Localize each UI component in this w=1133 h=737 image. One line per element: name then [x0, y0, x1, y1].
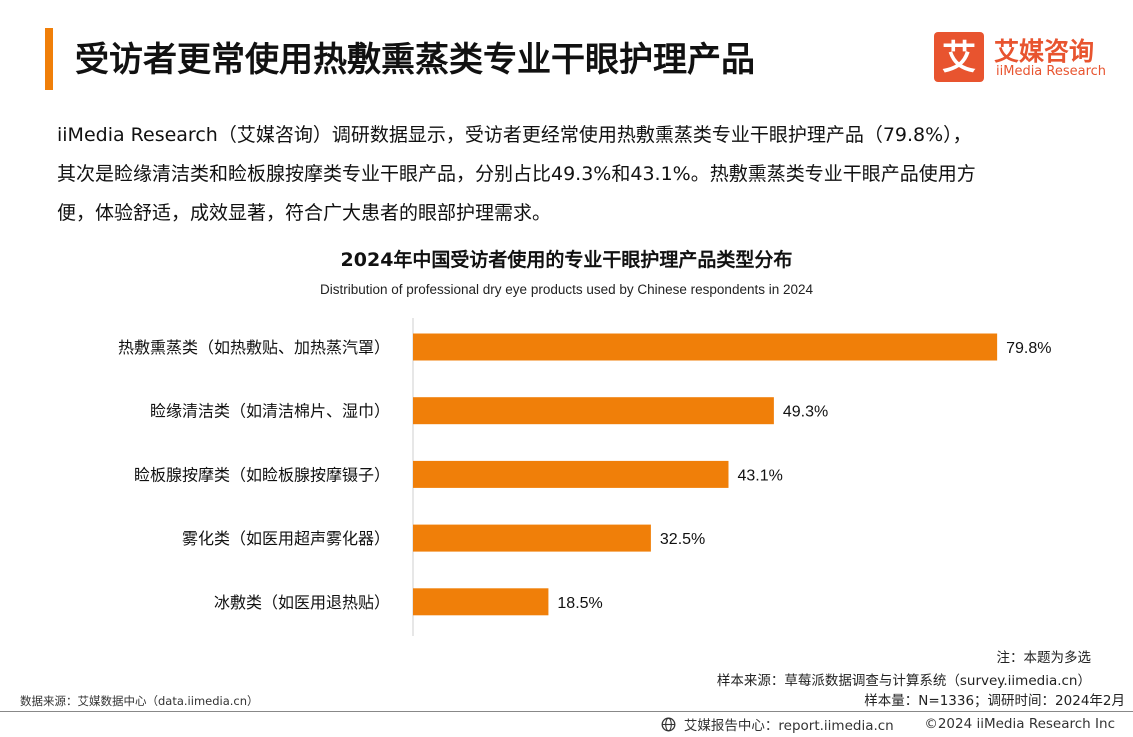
category-label-4: 雾化类（如医用超声雾化器） — [182, 529, 390, 548]
logo-text-cn: 艾媒咨询 — [994, 37, 1095, 66]
intro-line-2: 其次是睑缘清洁类和睑板腺按摩类专业干眼产品，分别占比49.3%和43.1%。热敷… — [57, 163, 976, 185]
value-label-2: 49.3% — [783, 404, 828, 421]
logo-mark-background — [934, 32, 984, 82]
footer-divider — [0, 711, 1133, 712]
chart-title: 2024年中国受访者使用的专业干眼护理产品类型分布 — [340, 249, 793, 271]
intro-line-1: iiMedia Research（艾媒咨询）调研数据显示，受访者更经常使用热敷熏… — [57, 124, 972, 146]
value-label-4: 32.5% — [660, 531, 705, 548]
brand-logo: 艾 艾媒咨询 iiMedia Research — [934, 30, 1119, 84]
value-label-3: 43.1% — [737, 467, 782, 484]
sample-size: 样本量：N=1336；调研时间：2024年2月 — [864, 693, 1125, 709]
report-center-link[interactable]: 艾媒报告中心：report.iimedia.cn — [683, 718, 894, 734]
data-source: 数据来源：艾媒数据中心（data.iimedia.cn） — [20, 694, 259, 708]
category-label-5: 冰敷类（如医用退热贴） — [214, 593, 390, 612]
category-label-2: 睑缘清洁类（如清洁棉片、湿巾） — [150, 402, 390, 421]
page-title: 受访者更常使用热敷熏蒸类专业干眼护理产品 — [75, 40, 755, 80]
value-label-1: 79.8% — [1006, 340, 1051, 357]
value-label-5: 18.5% — [557, 595, 602, 612]
logo-mark-glyph: 艾 — [942, 38, 976, 78]
logo-mark-icon: 艾 — [934, 32, 984, 82]
intro-line-3: 便，体验舒适，成效显著，符合广大患者的眼部护理需求。 — [57, 202, 552, 224]
bar-1 — [413, 333, 998, 361]
multi-select-note: 注：本题为多选 — [996, 650, 1092, 666]
category-label-3: 睑板腺按摩类（如睑板腺按摩镊子） — [134, 465, 390, 484]
bar-3 — [413, 460, 729, 488]
title-accent-bar — [45, 28, 53, 90]
intro-paragraph: iiMedia Research（艾媒咨询）调研数据显示，受访者更经常使用热敷熏… — [57, 116, 1087, 233]
category-label-1: 热敷熏蒸类（如热敷贴、加热蒸汽罩） — [118, 338, 390, 357]
logo-text-en: iiMedia Research — [996, 64, 1107, 79]
footer-credit: 艾媒报告中心：report.iimedia.cn ©2024 iiMedia R… — [661, 714, 1115, 734]
copyright: ©2024 iiMedia Research Inc — [924, 716, 1115, 732]
globe-icon — [661, 717, 676, 732]
sample-source: 样本来源：草莓派数据调查与计算系统（survey.iimedia.cn） — [716, 673, 1091, 689]
bar-4 — [413, 524, 651, 552]
chart-subtitle: Distribution of professional dry eye pro… — [319, 282, 814, 297]
bar-2 — [413, 397, 774, 425]
bar-5 — [413, 588, 549, 616]
